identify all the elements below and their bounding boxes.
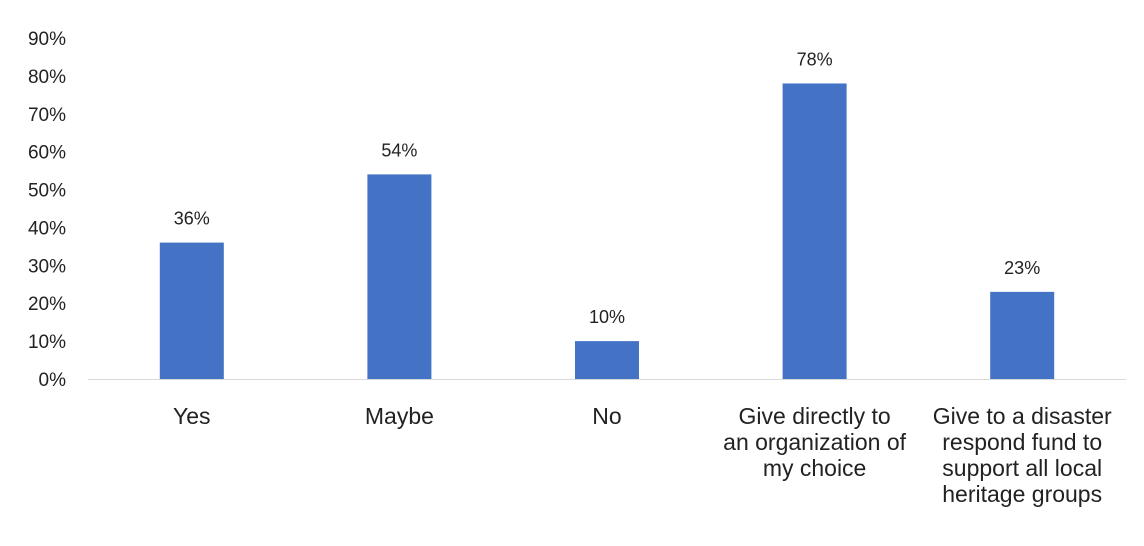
data-label: 10% — [589, 307, 625, 327]
y-tick-label: 80% — [28, 67, 66, 88]
y-tick-label: 90% — [28, 29, 66, 50]
bar — [367, 174, 432, 379]
category-label: Give directly to an organization of my cho… — [723, 403, 906, 481]
category-label: Yes — [173, 403, 211, 429]
bar — [159, 242, 224, 379]
bar — [575, 341, 639, 379]
y-tick-label: 0% — [39, 370, 67, 391]
bar — [782, 83, 847, 379]
y-tick-label: 20% — [28, 294, 66, 315]
y-axis: 0% 10% 20% 30% 40% 50% 60% 70% 80% 90% — [28, 29, 66, 391]
category-label: Maybe — [365, 403, 434, 429]
y-tick-label: 70% — [28, 105, 66, 126]
y-tick-label: 30% — [28, 256, 66, 277]
y-tick-label: 40% — [28, 218, 66, 239]
data-label: 54% — [381, 140, 417, 160]
category-label: No — [592, 403, 621, 429]
data-labels: 36% 54% 10% 78% 23% — [174, 49, 1040, 327]
data-label: 78% — [797, 49, 833, 69]
category-label: Give to a disaster respond fund to support… — [933, 403, 1112, 507]
y-tick-label: 10% — [28, 332, 66, 353]
bars — [159, 83, 1055, 379]
data-label: 23% — [1004, 258, 1040, 278]
bar — [990, 291, 1055, 379]
y-tick-label: 60% — [28, 143, 66, 164]
category-labels: Yes Maybe No Give directly to an organizatio… — [173, 403, 1112, 507]
data-label: 36% — [174, 209, 210, 229]
y-tick-label: 50% — [28, 181, 66, 202]
